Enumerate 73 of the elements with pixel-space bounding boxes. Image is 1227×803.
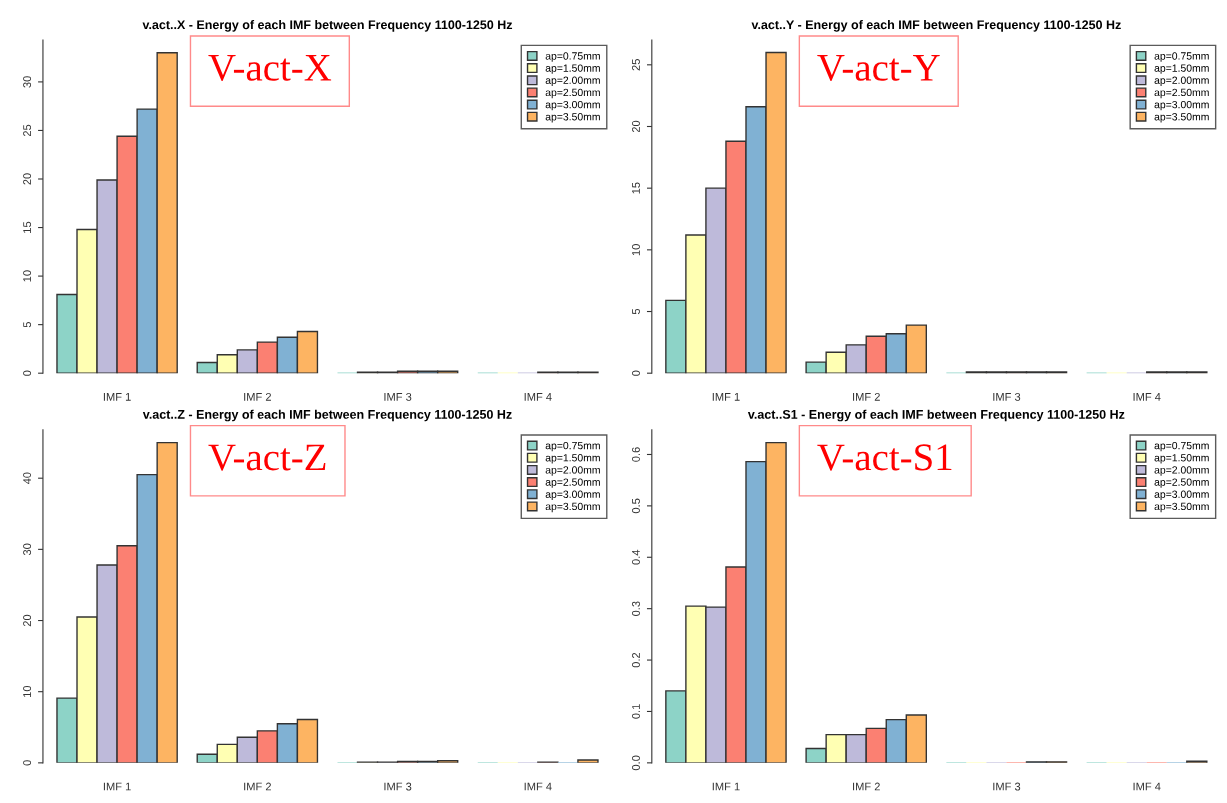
x-tick-label: IMF 1 [103,393,131,401]
x-tick-label: IMF 2 [853,782,880,791]
x-tick-label: IMF 1 [103,782,131,791]
legend-label: ap=2.50mm [545,478,600,488]
x-tick-label: IMF 4 [524,393,552,401]
y-tick-label: 10 [23,270,32,282]
y-tick-label: 10 [23,685,32,698]
x-tick-label: IMF 3 [993,782,1021,791]
legend-label: ap=2.00mm [1154,76,1209,87]
annotation: V-act-Y [817,54,940,82]
legend-label: ap=2.00mm [545,76,600,87]
legend-label: ap=1.50mm [545,454,600,464]
legend-label: ap=1.50mm [1154,64,1209,74]
y-tick-label: 0 [632,370,640,376]
legend-label: ap=3.00mm [1154,490,1209,500]
y-tick-label: 0.4 [632,549,640,565]
legend-label: ap=3.50mm [1154,502,1209,513]
y-tick-label: 0.3 [632,601,640,616]
legend-label: ap=2.50mm [1154,478,1209,488]
y-tick-label: 20 [632,120,640,133]
annotation: V-act-S1 [817,444,952,471]
x-tick-label: IMF 3 [384,782,412,791]
x-tick-label: IMF 3 [384,392,412,401]
annotation: V-act-Z [208,444,326,471]
legend-label: ap=3.00mm [1154,100,1209,111]
legend-label: ap=0.75mm [545,441,600,452]
chart-title: v.act..Y - Energy of each IMF between Frequency 1100-1250 Hz [751,19,1121,32]
y-tick-label: 0 [23,370,32,376]
chart-title: v.act..Z - Energy of each IMF between Frequency 1100-1250 Hz [142,409,512,422]
y-tick-label: 20 [23,173,32,185]
x-tick-label: IMF 2 [853,392,880,401]
legend-label: ap=2.50mm [1154,88,1209,99]
x-tick-label: IMF 4 [1133,782,1161,791]
legend-label: ap=1.50mm [1154,454,1209,464]
y-tick-label: 0.2 [632,652,640,668]
y-tick-label: 15 [632,182,640,194]
legend-label: ap=3.50mm [545,113,600,123]
legend-label: ap=0.75mm [545,52,600,62]
y-tick-label: 0 [23,760,32,766]
x-tick-label: IMF 2 [244,782,271,791]
legend-label: ap=0.75mm [1154,441,1209,452]
y-tick-label: 20 [23,614,32,627]
y-tick-label: 0.5 [632,498,640,514]
legend-label: ap=2.00mm [545,466,600,476]
x-tick-label: IMF 3 [993,392,1021,401]
legend-label: ap=2.50mm [545,88,600,99]
x-tick-label: IMF 1 [712,782,740,791]
y-tick-label: 30 [23,76,32,88]
x-tick-label: IMF 2 [244,392,271,401]
y-tick-label: 0.6 [632,447,640,462]
y-tick-label: 5 [23,322,32,328]
x-tick-label: IMF 4 [1133,393,1161,401]
x-tick-label: IMF 1 [712,393,740,401]
legend-label: ap=0.75mm [1154,52,1209,62]
legend-label: ap=3.50mm [1154,113,1209,123]
legend-label: ap=3.50mm [545,502,600,513]
annotation: V-act-X [208,54,332,82]
x-tick-label: IMF 4 [524,782,552,791]
legend-label: ap=2.00mm [1154,466,1209,476]
y-tick-label: 5 [632,308,640,315]
y-tick-label: 0.1 [632,704,640,719]
y-tick-label: 40 [23,472,32,485]
y-tick-label: 25 [632,59,640,71]
legend-label: ap=1.50mm [545,64,600,74]
y-tick-label: 25 [23,124,32,137]
y-tick-label: 0.0 [632,755,640,771]
chart-title: v.act..S1 - Energy of each IMF between Frequency 1100-1250 Hz [747,409,1125,422]
y-tick-label: 10 [632,244,640,256]
y-tick-label: 30 [23,543,32,556]
legend-label: ap=3.00mm [545,490,600,500]
y-tick-label: 15 [23,221,32,233]
legend-label: ap=3.00mm [545,100,600,111]
chart-title: v.act..X - Energy of each IMF between Frequency 1100-1250 Hz [142,19,513,32]
